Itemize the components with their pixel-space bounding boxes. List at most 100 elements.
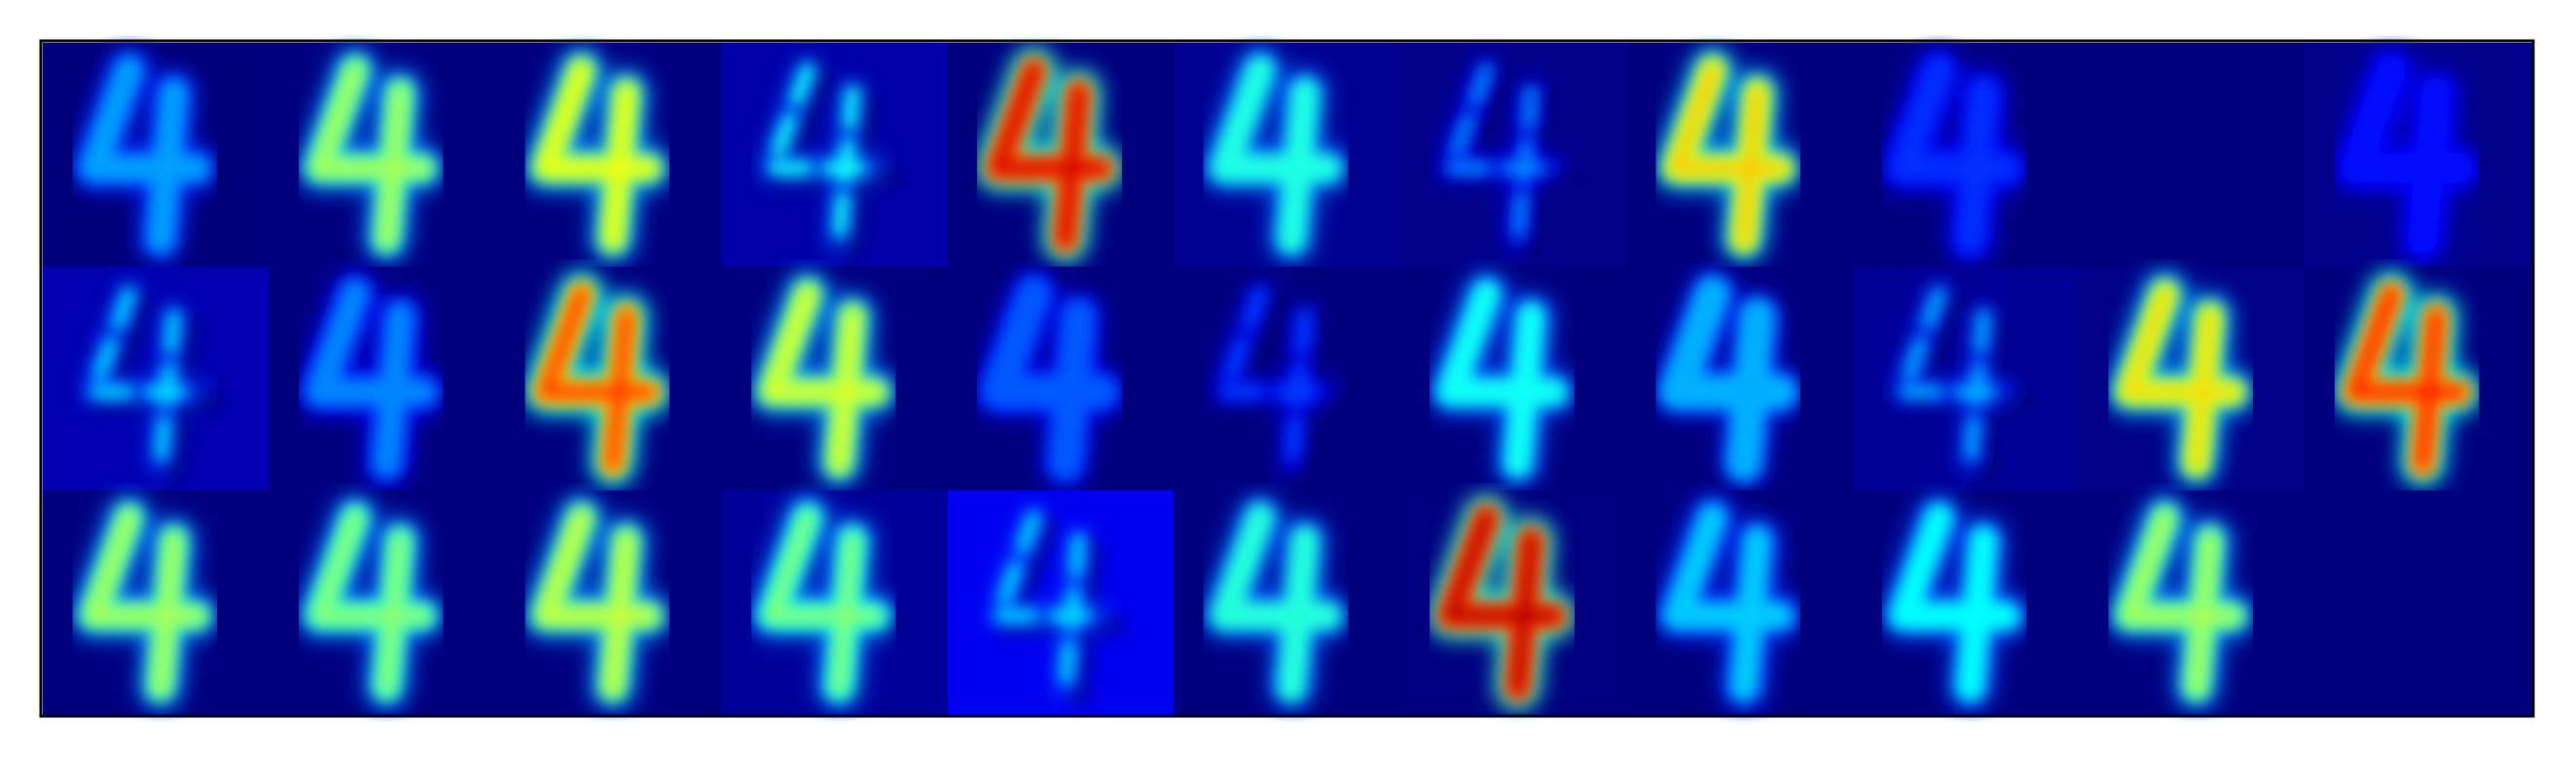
digit-tile [1174,43,1401,268]
digit-tile [1399,43,1627,268]
glyph-core [313,511,428,694]
digit-tile [1852,267,2080,491]
digit-glyph [1880,47,2029,263]
digit-glyph [1213,282,1352,483]
digit-tile [1852,490,2080,715]
digit-glyph [297,47,446,263]
digit-glyph [1880,494,2029,710]
digit-tile [494,267,722,491]
digit-glyph [70,494,219,710]
digit-tile [269,43,496,268]
glyph-core [2349,287,2464,470]
glyph-body [1658,275,1798,482]
glyph-body [2340,54,2474,255]
digit-glyph [2106,494,2255,710]
digit-glyph [1202,47,1352,263]
digit-glyph [749,270,897,487]
digit-glyph [760,58,899,259]
digit-tile [2079,43,2306,268]
digit-glyph [1654,47,1802,263]
digit-glyph [1428,270,1577,487]
digit-glyph [2333,270,2482,487]
digit-tile [1399,267,1627,491]
glyph-core [992,63,1107,246]
glyph-body [1888,54,2021,255]
tile-background [2304,490,2532,715]
glyph-core [766,287,881,470]
glyph-body [78,54,211,255]
digit-glyph [749,494,899,710]
glyph-core [539,287,655,470]
digit-tile [494,490,722,715]
glyph-body [765,62,882,247]
digit-tile [43,267,270,491]
glyph-core [539,511,655,694]
digit-glyph [987,506,1125,706]
digit-glyph [2106,270,2255,487]
glyph-core [539,63,655,246]
digit-glyph [1439,58,1578,259]
digit-glyph [1654,494,1802,710]
digit-tile [269,490,496,715]
digit-glyph [70,47,220,263]
digit-tile [1626,43,1854,268]
digit-tile [269,267,496,491]
digit-tile [1626,490,1854,715]
digit-glyph [975,47,1124,263]
digit-glyph [1654,270,1802,487]
glyph-body [1217,286,1334,471]
glyph-core [1671,63,1786,246]
digit-tile [947,43,1175,268]
digit-tile [721,490,949,715]
digit-tile [721,43,949,268]
glyph-body [1888,502,2021,703]
glyph-body [305,278,438,479]
glyph-body [86,286,203,471]
glyph-body [1210,502,1342,703]
digit-glyph [1202,494,1350,710]
digit-glyph [1428,494,1577,710]
glyph-body [980,275,1119,482]
digit-tile [1399,490,1627,715]
digit-glyph [523,494,671,710]
digit-tile [2304,267,2532,491]
tile-grid [43,43,2532,715]
glyph-body [1896,286,2014,471]
digit-tile [43,490,270,715]
digit-tile [1174,490,1401,715]
glyph-core [2123,511,2238,694]
glyph-core [766,511,881,694]
tile-background [2079,43,2306,268]
digit-glyph [297,270,446,487]
digit-glyph [975,270,1124,487]
glyph-body [1435,278,1569,479]
digit-tile [1174,267,1401,491]
glyph-core [88,511,202,694]
digit-tile [2079,267,2306,491]
digit-tile [2304,43,2532,268]
plot-frame [39,39,2535,718]
digit-tile [494,43,722,268]
digit-tile [2079,490,2306,715]
digit-glyph [297,494,446,710]
glyph-body [1210,54,1342,255]
glyph-core [313,63,428,246]
digit-tile [1626,267,1854,491]
glyph-body [1662,502,1795,703]
digit-glyph [523,270,671,487]
glyph-body [991,510,1108,695]
digit-tile [947,490,1175,715]
digit-tile [43,43,270,268]
glyph-body [1443,62,1561,247]
digit-glyph [82,282,220,483]
digit-tile [2304,490,2532,715]
digit-tile [1852,43,2080,268]
glyph-core [1444,511,1560,694]
digit-glyph [2333,47,2482,263]
digit-glyph [1891,282,2030,483]
digit-glyph [523,47,671,263]
glyph-core [2123,287,2238,470]
digit-tile [721,267,949,491]
digit-tile [947,267,1175,491]
